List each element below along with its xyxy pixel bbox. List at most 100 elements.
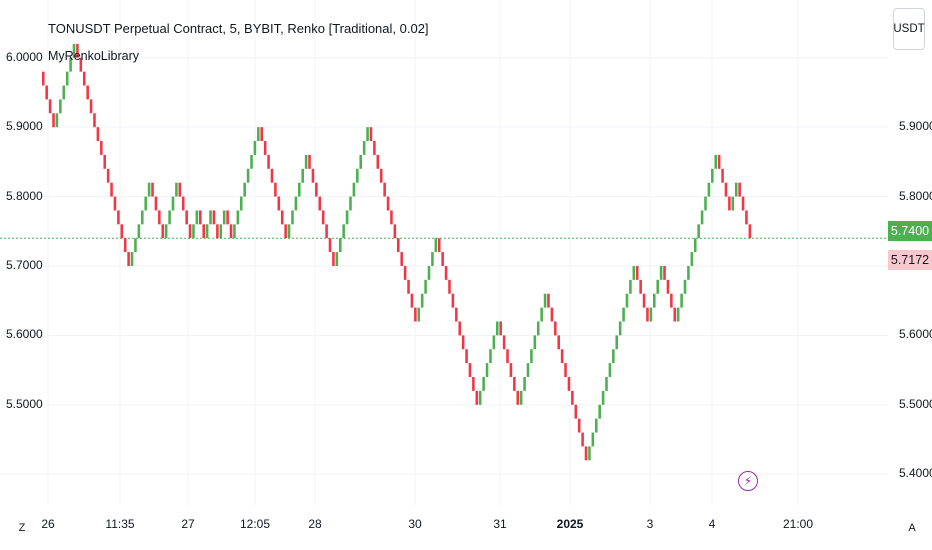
renko-brick-down — [574, 404, 578, 419]
renko-brick-down — [741, 196, 745, 211]
renko-brick-up — [243, 182, 246, 197]
renko-brick-down — [318, 196, 322, 211]
lightning-bolt-icon[interactable]: ⚡ — [738, 471, 758, 491]
time-axis-tick-label: 31 — [493, 517, 507, 531]
renko-brick-up — [618, 321, 622, 336]
renko-brick-down — [506, 349, 509, 364]
renko-brick-up — [690, 252, 694, 266]
renko-brick-up — [171, 196, 175, 211]
renko-brick-down — [308, 154, 311, 169]
renko-brick-down — [407, 279, 410, 294]
renko-brick-down — [564, 363, 567, 378]
renko-brick-down — [554, 321, 557, 336]
renko-brick-up — [482, 377, 485, 391]
renko-brick-down — [100, 141, 103, 155]
renko-brick-down — [48, 99, 52, 114]
renko-brick-down — [82, 71, 86, 86]
renko-brick-up — [615, 335, 619, 350]
renko-brick-down — [267, 154, 270, 169]
renko-brick-down — [280, 210, 284, 225]
renko-brick-down — [274, 182, 277, 197]
zoom-toggle-button[interactable]: Z — [18, 522, 26, 534]
renko-brick-down — [550, 307, 554, 322]
renko-brick-down — [666, 279, 670, 294]
renko-brick-down — [455, 307, 458, 322]
renko-brick-up — [424, 279, 427, 294]
renko-brick-up — [164, 224, 168, 239]
renko-brick-up — [137, 224, 141, 239]
renko-brick-up — [594, 418, 598, 433]
renko-brick-up — [417, 307, 421, 322]
renko-brick-up — [219, 224, 223, 239]
time-axis-tick-label: 21:00 — [782, 517, 814, 531]
left-axis-tick-label: 5.7000 — [6, 257, 43, 272]
renko-brick-down — [639, 279, 642, 294]
currency-button[interactable]: USDT — [893, 8, 925, 50]
renko-brick-down — [315, 182, 318, 197]
renko-brick-up — [598, 404, 601, 419]
renko-brick-up — [298, 182, 301, 197]
last-price-badge: 5.7400 — [888, 221, 932, 241]
renko-brick-down — [437, 238, 441, 253]
renko-brick-down — [635, 265, 639, 280]
renko-brick-down — [400, 252, 403, 266]
renko-brick-up — [704, 196, 707, 211]
renko-brick-up — [697, 224, 700, 239]
renko-brick-up — [352, 182, 356, 197]
renko-brick-up — [622, 307, 625, 322]
renko-brick-down — [581, 432, 584, 447]
renko-brick-down — [181, 196, 185, 211]
renko-brick-up — [195, 210, 199, 225]
renko-brick-up — [246, 168, 250, 183]
renko-brick-down — [397, 238, 400, 253]
renko-brick-down — [670, 293, 673, 308]
renko-brick-up — [608, 363, 612, 378]
renko-brick-down — [127, 252, 130, 266]
renko-brick-up — [134, 238, 137, 253]
renko-brick-up — [291, 210, 294, 225]
time-axis-tick-label: 4 — [708, 517, 716, 531]
renko-brick-up — [714, 154, 718, 169]
renko-brick-up — [233, 224, 236, 239]
renko-brick-down — [229, 224, 233, 239]
renko-brick-down — [89, 99, 93, 114]
renko-bricks — [42, 43, 752, 461]
renko-brick-down — [717, 154, 721, 169]
renko-brick-down — [185, 210, 188, 225]
indicator-label[interactable]: MyRenkoLibrary — [48, 49, 140, 63]
prev-price-badge: 5.7172 — [888, 250, 932, 270]
renko-brick-down — [154, 196, 158, 211]
renko-brick-down — [325, 224, 328, 239]
renko-brick-up — [301, 168, 304, 183]
renko-brick-up — [356, 168, 359, 183]
renko-brick-up — [523, 377, 526, 391]
left-axis-tick-label: 5.5000 — [6, 396, 43, 411]
chart-grid — [0, 0, 888, 505]
renko-brick-down — [110, 182, 113, 197]
time-axis-tick-label: 11:35 — [105, 517, 135, 531]
renko-brick-down — [52, 113, 55, 128]
auto-scale-button[interactable]: A — [908, 522, 916, 534]
renko-brick-up — [349, 196, 352, 211]
renko-brick-up — [62, 85, 66, 100]
renko-brick-down — [96, 127, 100, 142]
renko-brick-up — [345, 210, 349, 225]
renko-brick-down — [86, 85, 89, 100]
renko-brick-up — [427, 265, 431, 280]
renko-brick-down — [468, 363, 472, 378]
renko-brick-down — [393, 224, 397, 239]
renko-brick-up — [222, 210, 226, 225]
renko-brick-down — [216, 224, 219, 239]
renko-brick-down — [448, 279, 451, 294]
renko-brick-up — [683, 279, 687, 294]
renko-brick-down — [123, 238, 127, 253]
renko-brick-up — [366, 127, 369, 142]
renko-brick-up — [629, 279, 632, 294]
right-axis-tick-label: 5.4000 — [899, 466, 932, 481]
renko-brick-down — [738, 182, 741, 197]
renko-brick-down — [158, 210, 161, 225]
right-axis-tick-label: 5.5000 — [899, 396, 932, 411]
renko-brick-up — [485, 363, 489, 378]
renko-brick-up — [591, 432, 595, 447]
